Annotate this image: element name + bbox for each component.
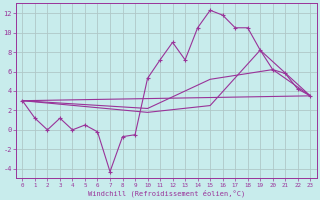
X-axis label: Windchill (Refroidissement éolien,°C): Windchill (Refroidissement éolien,°C)	[88, 189, 245, 197]
